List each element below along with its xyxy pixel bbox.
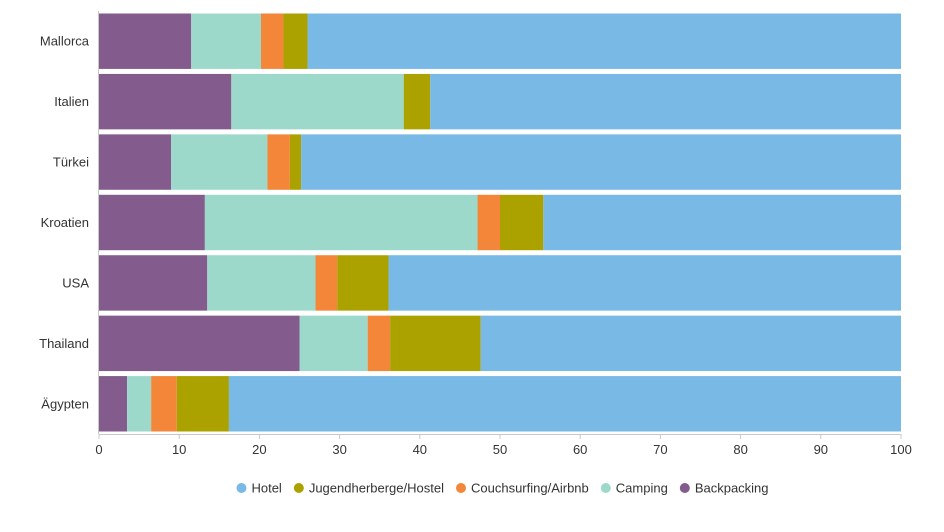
bar-usa-couchsurfing-airbnb — [315, 255, 338, 311]
category-label-turkei: Türkei — [53, 155, 89, 170]
bar-turkei-jugendherberge-hostel — [289, 134, 302, 190]
x-tick-label-100: 100 — [890, 442, 912, 457]
bar-agypten-camping — [127, 376, 152, 432]
bar-thailand-hotel — [480, 315, 901, 372]
bar-mallorca-jugendherberge-hostel — [283, 13, 308, 69]
bar-mallorca-backpacking — [99, 13, 192, 69]
category-labels: Mallorca Italien Türkei Kroatien USA Thailand… — [39, 34, 90, 412]
legend-item-hotel: Hotel — [236, 481, 282, 496]
bar-thailand-backpacking — [99, 315, 300, 372]
category-label-thailand: Thailand — [39, 336, 89, 351]
bar-usa-camping — [207, 255, 316, 311]
x-axis: 0 10 20 30 40 50 60 70 80 90 100 — [95, 11, 912, 457]
category-label-usa: USA — [62, 275, 89, 290]
legend-swatch-hotel — [236, 483, 247, 493]
x-tick-label-0: 0 — [95, 442, 102, 457]
legend-label-couchsurfing-airbnb: Couchsurfing/Airbnb — [471, 481, 589, 496]
bar-kroatien-camping — [204, 194, 478, 251]
bar-turkei-camping — [171, 134, 268, 190]
category-label-italien: Italien — [54, 94, 89, 109]
legend-item-jugendherberge-hostel: Jugendherberge/Hostel — [293, 481, 444, 496]
bars-group — [99, 13, 902, 432]
bar-mallorca-couchsurfing-airbnb — [261, 13, 284, 69]
bar-usa-backpacking — [99, 255, 208, 311]
category-label-kroatien: Kroatien — [41, 215, 89, 230]
x-tick-label-90: 90 — [814, 442, 828, 457]
x-tick-label-20: 20 — [252, 442, 266, 457]
bar-thailand-camping — [299, 315, 368, 372]
bar-mallorca-hotel — [307, 13, 901, 69]
bar-turkei-backpacking — [99, 134, 172, 190]
bar-usa-jugendherberge-hostel — [337, 255, 389, 311]
bar-thailand-couchsurfing-airbnb — [367, 315, 391, 372]
legend-label-hotel: Hotel — [251, 481, 281, 496]
x-tick-label-10: 10 — [172, 442, 186, 457]
legend-item-couchsurfing-airbnb: Couchsurfing/Airbnb — [455, 481, 589, 496]
bar-agypten-couchsurfing-airbnb — [151, 376, 177, 432]
bar-italien-camping — [231, 73, 404, 130]
legend-label-jugendherberge-hostel: Jugendherberge/Hostel — [309, 481, 444, 496]
bar-agypten-hotel — [228, 376, 901, 432]
legend-swatch-couchsurfing-airbnb — [455, 483, 466, 493]
legend-swatch-backpacking — [679, 483, 690, 493]
legend: Hotel Jugendherberge/Hostel Couchsurfing/A… — [236, 481, 769, 496]
bar-turkei-hotel — [301, 134, 901, 190]
legend-swatch-jugendherberge-hostel — [293, 483, 304, 493]
x-tick-label-50: 50 — [493, 442, 507, 457]
x-tick-label-80: 80 — [733, 442, 747, 457]
x-tick-label-40: 40 — [413, 442, 427, 457]
x-tick-label-60: 60 — [573, 442, 587, 457]
bar-kroatien-hotel — [543, 194, 901, 251]
legend-swatch-camping — [600, 483, 611, 493]
bar-kroatien-couchsurfing-airbnb — [477, 194, 500, 251]
bar-italien-hotel — [430, 73, 901, 130]
legend-label-camping: Camping — [616, 481, 668, 496]
category-label-mallorca: Mallorca — [40, 34, 90, 49]
legend-item-camping: Camping — [600, 481, 668, 496]
bar-mallorca-camping — [191, 13, 262, 69]
category-label-agypten: Ägypten — [41, 396, 89, 411]
legend-item-backpacking: Backpacking — [679, 481, 769, 496]
x-tick-label-30: 30 — [332, 442, 346, 457]
bar-kroatien-jugendherberge-hostel — [500, 194, 544, 251]
legend-label-backpacking: Backpacking — [695, 481, 769, 496]
bar-thailand-jugendherberge-hostel — [390, 315, 481, 372]
x-tick-label-70: 70 — [653, 442, 667, 457]
bar-kroatien-backpacking — [99, 194, 205, 251]
bar-agypten-backpacking — [99, 376, 128, 432]
bar-agypten-jugendherberge-hostel — [176, 376, 229, 432]
bar-turkei-couchsurfing-airbnb — [267, 134, 290, 190]
bar-italien-jugendherberge-hostel — [403, 73, 431, 130]
bar-usa-hotel — [388, 255, 902, 311]
bar-italien-backpacking — [99, 73, 232, 130]
